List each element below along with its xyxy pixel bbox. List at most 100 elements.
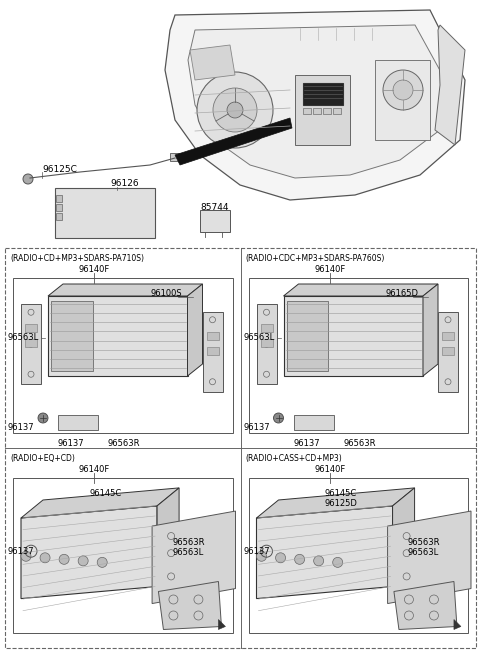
Polygon shape xyxy=(256,488,415,518)
Polygon shape xyxy=(48,284,203,296)
Bar xyxy=(333,108,341,114)
Polygon shape xyxy=(165,10,465,200)
Polygon shape xyxy=(152,511,236,604)
Bar xyxy=(51,301,93,371)
Circle shape xyxy=(274,413,284,423)
Circle shape xyxy=(313,556,324,566)
Text: 96140F: 96140F xyxy=(79,466,110,474)
Polygon shape xyxy=(158,581,221,630)
Bar xyxy=(206,332,218,340)
Text: 96137: 96137 xyxy=(293,438,320,447)
Circle shape xyxy=(21,551,31,562)
Text: 96145C: 96145C xyxy=(324,489,357,497)
Bar xyxy=(375,60,430,140)
Polygon shape xyxy=(188,25,448,178)
Bar xyxy=(323,108,331,114)
Polygon shape xyxy=(454,619,461,630)
Bar xyxy=(25,324,37,332)
Bar xyxy=(58,415,98,430)
Bar xyxy=(48,296,188,376)
Bar xyxy=(287,301,328,371)
Polygon shape xyxy=(188,284,203,376)
Text: 96145C: 96145C xyxy=(89,489,121,497)
Bar xyxy=(303,83,343,105)
Bar xyxy=(206,347,218,355)
Bar xyxy=(284,296,423,376)
Polygon shape xyxy=(21,488,179,518)
Bar xyxy=(56,213,62,220)
Text: (RADIO+EQ+CD): (RADIO+EQ+CD) xyxy=(10,453,75,462)
Circle shape xyxy=(97,558,107,567)
Text: (RADIO+CD+MP3+SDARS-PA710S): (RADIO+CD+MP3+SDARS-PA710S) xyxy=(10,253,144,262)
Text: 96137: 96137 xyxy=(243,424,270,432)
Text: 96563L: 96563L xyxy=(243,333,275,342)
Circle shape xyxy=(276,553,286,563)
Circle shape xyxy=(256,551,266,562)
Circle shape xyxy=(197,72,273,148)
Circle shape xyxy=(295,554,305,564)
Bar xyxy=(13,478,232,633)
Bar xyxy=(295,75,350,145)
Text: 96137: 96137 xyxy=(58,438,84,447)
Text: 96563R: 96563R xyxy=(344,438,376,447)
Bar xyxy=(293,415,334,430)
Bar xyxy=(21,304,41,384)
Polygon shape xyxy=(284,284,438,296)
Bar xyxy=(25,339,37,347)
Bar xyxy=(442,347,454,355)
Text: 96563R: 96563R xyxy=(172,538,204,546)
Text: 85744: 85744 xyxy=(200,203,228,211)
Circle shape xyxy=(38,413,48,423)
Circle shape xyxy=(383,70,423,110)
Text: 96140F: 96140F xyxy=(314,266,346,274)
Text: 96137: 96137 xyxy=(243,548,270,556)
Text: 96137: 96137 xyxy=(8,424,35,432)
Bar xyxy=(303,108,311,114)
Bar xyxy=(56,204,62,211)
Circle shape xyxy=(23,174,33,184)
Text: 96125C: 96125C xyxy=(42,165,77,173)
Bar xyxy=(261,339,273,347)
Polygon shape xyxy=(175,118,292,165)
Bar xyxy=(55,188,155,238)
Polygon shape xyxy=(387,511,471,604)
Text: 96563R: 96563R xyxy=(108,438,141,447)
Polygon shape xyxy=(218,619,226,630)
Bar xyxy=(13,278,232,433)
Polygon shape xyxy=(393,488,415,586)
Circle shape xyxy=(78,556,88,566)
Polygon shape xyxy=(157,488,179,586)
Polygon shape xyxy=(423,284,438,376)
Bar xyxy=(170,153,182,161)
Bar xyxy=(200,210,230,232)
Text: 96165D: 96165D xyxy=(385,289,418,298)
Text: 96563L: 96563L xyxy=(172,548,204,557)
Bar xyxy=(5,248,476,648)
Circle shape xyxy=(333,558,343,567)
Polygon shape xyxy=(435,25,465,145)
Circle shape xyxy=(227,102,243,118)
Circle shape xyxy=(40,553,50,563)
Bar xyxy=(261,324,273,332)
Polygon shape xyxy=(394,581,457,630)
Polygon shape xyxy=(256,506,393,598)
Bar xyxy=(256,304,276,384)
Text: 96125D: 96125D xyxy=(324,499,358,508)
Bar xyxy=(438,312,458,392)
Bar xyxy=(249,278,468,433)
Polygon shape xyxy=(21,506,157,598)
Bar xyxy=(313,108,321,114)
Text: 96140F: 96140F xyxy=(314,466,346,474)
Bar xyxy=(442,332,454,340)
Text: 96563R: 96563R xyxy=(408,538,440,546)
Text: (RADIO+CDC+MP3+SDARS-PA760S): (RADIO+CDC+MP3+SDARS-PA760S) xyxy=(245,253,385,262)
Bar xyxy=(56,195,62,202)
Circle shape xyxy=(393,80,413,100)
Circle shape xyxy=(59,554,69,564)
Text: (RADIO+CASS+CD+MP3): (RADIO+CASS+CD+MP3) xyxy=(245,453,342,462)
Text: 96137: 96137 xyxy=(8,548,35,556)
Text: 96126: 96126 xyxy=(110,180,139,188)
Circle shape xyxy=(213,88,257,132)
Bar xyxy=(249,478,468,633)
Polygon shape xyxy=(190,45,235,80)
